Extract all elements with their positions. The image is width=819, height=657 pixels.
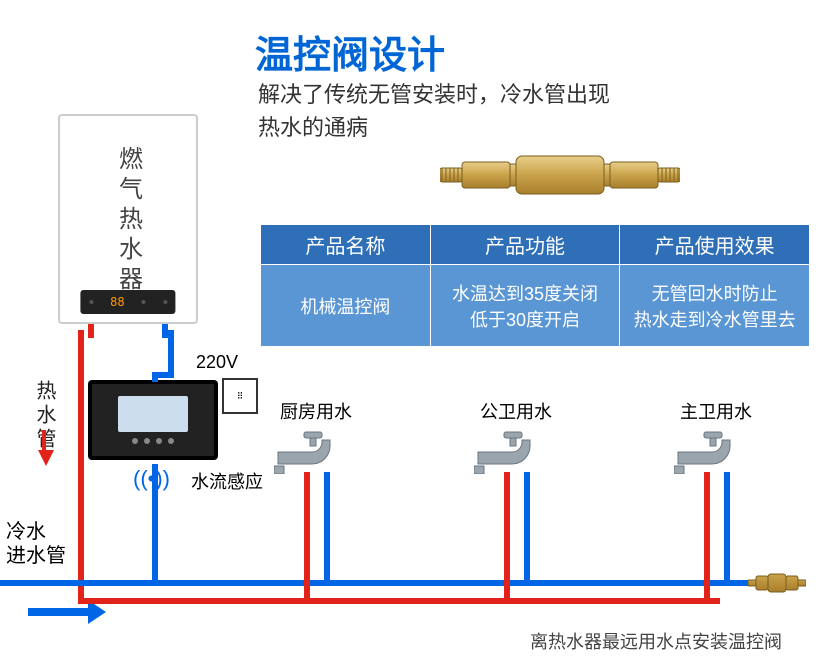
faucet-label-1: 公卫用水: [480, 398, 552, 424]
faucet-icon: [674, 430, 744, 474]
voltage-label: 220V: [196, 352, 238, 373]
cold-inlet-label: 冷水 进水管: [6, 520, 66, 568]
controller: [88, 380, 218, 460]
spec-table: 产品名称产品功能产品使用效果机械温控阀水温达到35度关闭低于30度开启无管回水时…: [260, 224, 810, 347]
sensor-label: 水流感应: [191, 468, 263, 494]
faucet-icon: [474, 430, 544, 474]
subtitle: 解决了传统无管安装时，冷水管出现 热水的通病: [258, 78, 610, 144]
hot-arrow-down: [38, 450, 54, 466]
faucet-label-2: 主卫用水: [680, 398, 752, 424]
thermo-valve-hero: [440, 150, 680, 200]
gas-water-heater: 燃气热水器88: [58, 114, 198, 324]
hot-pipe-main-horiz: [78, 598, 720, 604]
outlet-icon: ⠿: [222, 378, 258, 414]
cold-pipe-main: [0, 580, 760, 586]
title: 温控阀设计: [255, 24, 445, 79]
faucet-label-0: 厨房用水: [280, 398, 352, 424]
faucet-icon: [274, 430, 344, 474]
footnote: 离热水器最远用水点安装温控阀: [530, 628, 782, 654]
hot-pipe-main-vert: [78, 330, 84, 604]
installed-thermo-valve: [748, 572, 806, 594]
